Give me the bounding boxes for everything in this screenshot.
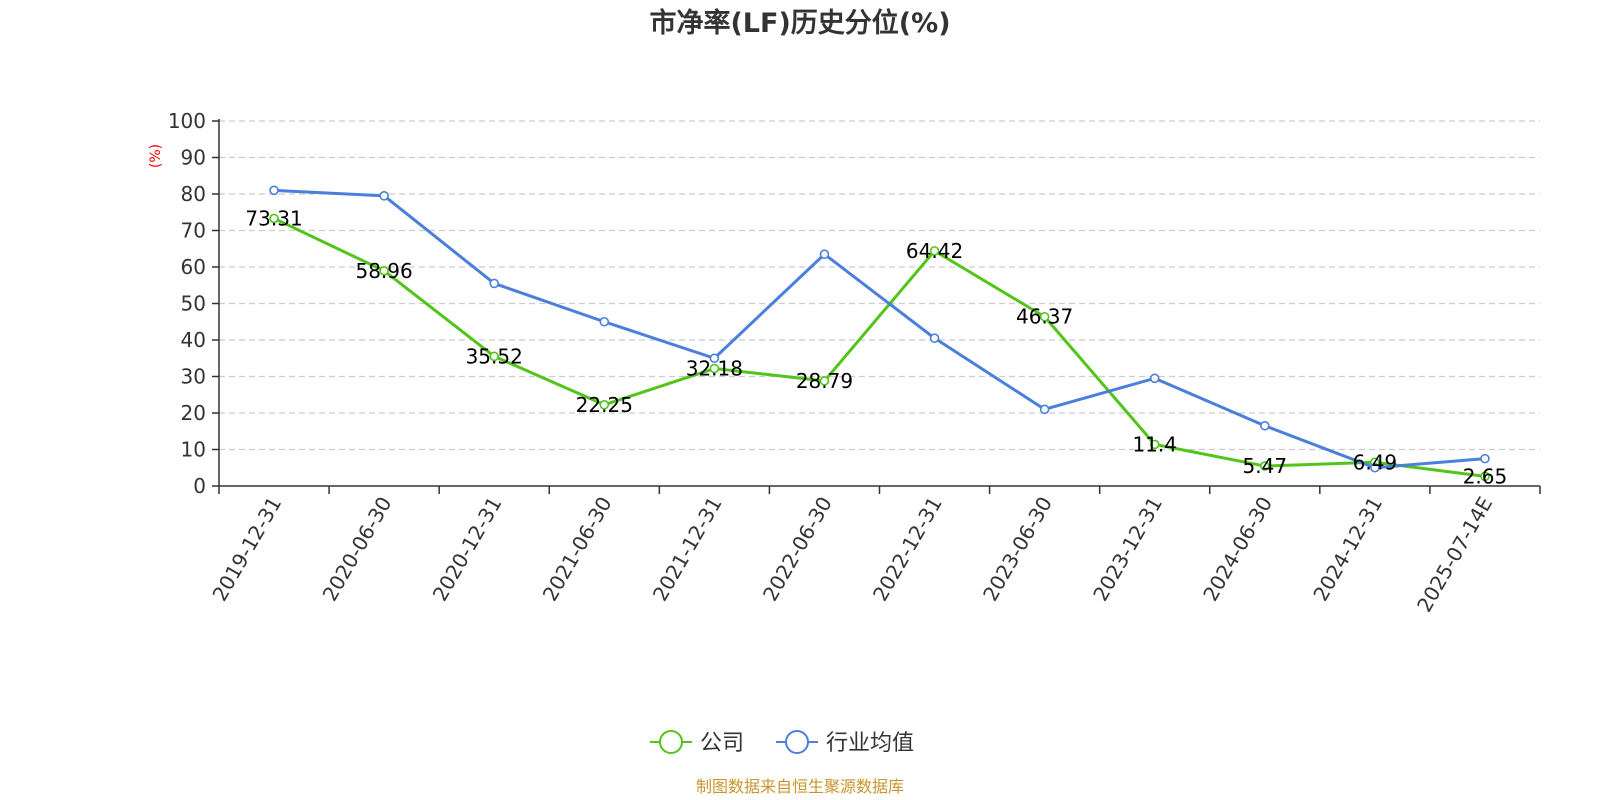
data-point — [1039, 311, 1050, 322]
data-point — [1149, 373, 1160, 384]
data-point — [269, 213, 279, 224]
y-tick-label: 70 — [181, 219, 206, 243]
data-label: 46.37 — [1016, 305, 1073, 329]
data-point — [709, 363, 720, 374]
data-point — [929, 333, 940, 343]
x-tick-label: 2024-12-31 — [1308, 493, 1387, 606]
y-tick-label: 40 — [181, 328, 206, 352]
y-tick-label: 60 — [181, 255, 206, 279]
data-point — [1259, 420, 1270, 431]
data-label: 5.47 — [1243, 454, 1288, 478]
legend-marker — [785, 730, 809, 754]
data-point — [489, 278, 500, 289]
data-point — [929, 246, 940, 256]
x-tick-label: 2021-12-31 — [648, 493, 727, 606]
data-label: 11.4 — [1132, 432, 1177, 456]
y-tick-label: 100 — [168, 109, 206, 133]
data-point — [379, 191, 389, 201]
grid — [219, 120, 1540, 451]
ticks: 0 10 20 30 40 50 60 70 80 90 100 2019-12-31 2020-06-… — [168, 109, 1497, 616]
data-point — [1370, 462, 1380, 473]
x-tick-label: 2020-12-31 — [428, 493, 507, 606]
data-point — [489, 351, 500, 362]
y-tick-label: 80 — [181, 182, 206, 206]
data-label: 35.52 — [466, 344, 523, 368]
x-tick-label: 2021-06-30 — [538, 493, 617, 606]
y-tick-label: 10 — [181, 438, 206, 462]
y-tick-label: 0 — [193, 474, 206, 498]
data-point — [1149, 439, 1160, 450]
data-point — [819, 376, 830, 386]
chart-title: 市净率(LF)历史分位(%) — [649, 7, 950, 39]
y-tick-label: 90 — [181, 146, 206, 170]
data-point — [1480, 453, 1490, 464]
data-point — [1480, 471, 1490, 482]
data-point — [709, 353, 720, 364]
data-label: 64.42 — [906, 239, 963, 263]
x-tick-label: 2025-07-14E — [1412, 493, 1497, 617]
legend-item-0[interactable]: 公司 — [650, 730, 744, 756]
data-point — [379, 265, 389, 276]
data-point — [1039, 404, 1050, 415]
x-tick-label: 2024-06-30 — [1198, 493, 1277, 606]
data-label: 22.25 — [576, 393, 633, 417]
x-tick-label: 2022-06-30 — [758, 493, 837, 606]
data-point — [819, 249, 830, 260]
data-label: 2.65 — [1463, 464, 1508, 488]
series-line-0 — [273, 217, 1486, 478]
legend-marker — [659, 730, 683, 754]
x-tick-label: 2023-12-31 — [1088, 493, 1167, 606]
series-line-1 — [273, 188, 1486, 470]
data-label: 6.49 — [1353, 450, 1398, 474]
legend-label: 行业均值 — [826, 731, 914, 756]
data-label: 28.79 — [796, 369, 853, 393]
y-axis-label: (%) — [148, 144, 164, 168]
data-point — [599, 399, 610, 410]
data-point — [599, 316, 610, 327]
data-point — [269, 185, 279, 196]
data-point — [1259, 461, 1270, 471]
data-label: 58.96 — [355, 259, 412, 283]
legend[interactable]: 公司 行业均值 — [650, 730, 914, 756]
series-group — [269, 185, 1490, 482]
data-label: 73.31 — [245, 206, 302, 230]
x-tick-label: 2023-06-30 — [978, 493, 1057, 606]
x-tick-label: 2019-12-31 — [207, 493, 286, 606]
y-tick-label: 30 — [181, 365, 206, 389]
legend-item-1[interactable]: 行业均值 — [776, 730, 914, 756]
x-tick-label: 2022-12-31 — [868, 493, 947, 606]
x-tick-label: 2020-06-30 — [318, 493, 397, 606]
data-label: 32.18 — [686, 357, 743, 381]
legend-label: 公司 — [700, 731, 744, 756]
source-note: 制图数据来自恒生聚源数据库 — [696, 777, 904, 796]
axes — [212, 119, 1541, 494]
data-labels: 73.31 58.96 35.52 22.25 32.18 28.79 64.42 46.37… — [245, 206, 1507, 488]
y-tick-label: 20 — [181, 401, 206, 425]
y-tick-label: 50 — [181, 292, 206, 316]
